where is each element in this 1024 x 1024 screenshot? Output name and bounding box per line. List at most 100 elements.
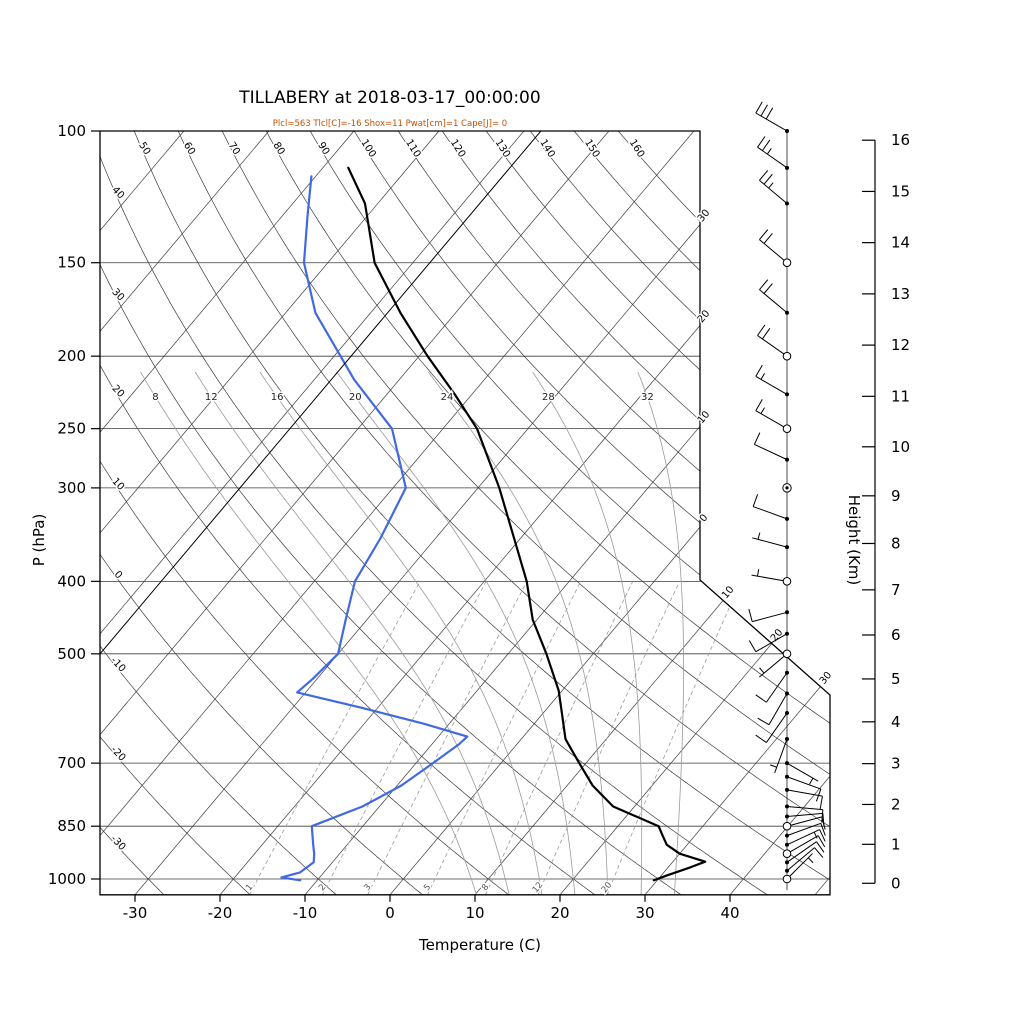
sounding-curves xyxy=(100,131,707,882)
dry-adiabat-line xyxy=(133,131,830,895)
temperature-tick-label: 10 xyxy=(465,904,484,922)
temperature-axis-title: Temperature (C) xyxy=(418,936,541,954)
wind-barb xyxy=(755,101,789,133)
pressure-tick-label: 1000 xyxy=(48,870,86,888)
wind-barb xyxy=(753,432,789,462)
wind-barb xyxy=(759,649,792,678)
temperature-tick-label: 20 xyxy=(550,904,569,922)
wind-barb-staff xyxy=(786,789,823,797)
height-tick-label: 11 xyxy=(891,387,910,405)
wind-barb-full-tick xyxy=(820,823,826,836)
dry-adiabat-label: -10 xyxy=(108,655,127,674)
pressure-tick-label: 850 xyxy=(57,817,86,835)
dry-adiabat-label: 100 xyxy=(358,138,377,160)
wind-level-dot xyxy=(785,814,789,819)
wind-barb xyxy=(782,835,826,858)
wind-level-circle xyxy=(782,849,792,858)
wind-barb-staff xyxy=(765,712,788,743)
wind-barb xyxy=(785,787,823,809)
wind-barb-staff xyxy=(759,289,788,314)
wind-barb-staff xyxy=(753,506,788,520)
wind-level-dot xyxy=(785,842,789,847)
wind-barb-staff xyxy=(759,653,788,678)
wind-level-dot xyxy=(785,201,789,206)
isotherm-line xyxy=(0,131,99,895)
dry-adiabat-label: 50 xyxy=(136,140,152,157)
mixing-ratio-line xyxy=(321,581,487,895)
moist-adiabat-line xyxy=(637,371,684,895)
wind-barb-full-tick xyxy=(757,324,766,336)
wind-barb xyxy=(759,170,789,206)
wind-barb-full-tick xyxy=(759,229,769,240)
dry-adiabat-line xyxy=(618,131,830,895)
dry-adiabat-line xyxy=(221,131,830,895)
isotherm-line xyxy=(100,131,525,895)
dry-adiabat-line xyxy=(177,131,830,895)
height-tick-label: 15 xyxy=(891,182,910,200)
isotherm-line xyxy=(100,131,440,895)
wind-barb xyxy=(785,761,819,785)
mixing-ratio-label: 12 xyxy=(531,880,546,895)
wind-barb-staff xyxy=(786,847,815,872)
dry-adiabat-label: 110 xyxy=(403,138,422,160)
height-tick-label: 6 xyxy=(891,626,901,644)
wind-barb xyxy=(785,841,825,865)
isotherm-line xyxy=(644,131,830,895)
wind-level-dot xyxy=(785,691,789,696)
isotherm-line xyxy=(100,131,355,895)
wind-level-dot xyxy=(785,833,789,838)
wind-barb-staff xyxy=(786,776,821,790)
wind-barb-staff xyxy=(786,835,819,855)
wind-level-circle xyxy=(782,821,792,831)
dry-adiabat-line xyxy=(100,131,165,895)
wind-barb-half-tick xyxy=(756,569,760,577)
moist-adiabat-line xyxy=(532,371,643,895)
dry-adiabat-line xyxy=(100,131,337,895)
mixing-ratio-line xyxy=(427,581,582,895)
dry-adiabat-line xyxy=(353,131,830,895)
dry-adiabat-line xyxy=(100,131,768,895)
wind-barb-staff xyxy=(755,112,788,132)
isotherm-line xyxy=(559,131,830,895)
height-tick-label: 4 xyxy=(891,713,901,731)
height-tick-label: 7 xyxy=(891,581,901,599)
wind-level-dot xyxy=(785,761,789,766)
wind-barb xyxy=(785,822,826,838)
wind-barb-full-tick xyxy=(821,809,824,823)
wind-barb-staff xyxy=(752,537,788,548)
moist-adiabat-label: 20 xyxy=(349,392,362,403)
wind-barb-full-tick xyxy=(757,717,770,726)
wind-barb-staff xyxy=(755,633,788,653)
height-tick-label: 16 xyxy=(891,131,910,149)
wind-barb xyxy=(769,737,789,774)
dry-adiabat-line xyxy=(100,131,251,895)
dry-adiabat-line xyxy=(100,131,510,895)
wind-barb xyxy=(757,136,789,170)
wind-barb-half-tick xyxy=(760,407,765,414)
pressure-axis-title: P (hPa) xyxy=(30,514,48,567)
wind-barb xyxy=(748,631,789,653)
wind-level-dot xyxy=(785,545,789,550)
wind-barb-full-tick xyxy=(817,835,826,848)
dry-adiabat-label: 150 xyxy=(582,138,601,160)
temperature-tick-label: 0 xyxy=(385,904,395,922)
wind-barb-half-tick xyxy=(759,667,765,674)
temperature-curve xyxy=(347,166,707,882)
page-title: TILLABERY at 2018-03-17_00:00:00 xyxy=(239,88,541,108)
wind-barb-half-tick xyxy=(757,532,761,540)
wind-barb xyxy=(755,364,789,397)
wind-barb xyxy=(782,483,792,493)
isotherm-edge-label: 30 xyxy=(818,670,835,687)
mixing-ratio-line xyxy=(485,581,634,895)
wind-barb-full-tick xyxy=(765,107,774,120)
temperature-tick-label: -20 xyxy=(208,904,233,922)
plot-border xyxy=(99,130,831,896)
wind-barb xyxy=(785,804,824,823)
isotherm-edge-label: 10 xyxy=(720,584,737,601)
wind-barb-full-tick xyxy=(755,364,763,377)
wind-barb-full-tick xyxy=(752,494,759,507)
moist-adiabat-line xyxy=(259,371,543,895)
wind-level-circle xyxy=(782,258,792,268)
dry-adiabat-label: 160 xyxy=(627,138,646,160)
